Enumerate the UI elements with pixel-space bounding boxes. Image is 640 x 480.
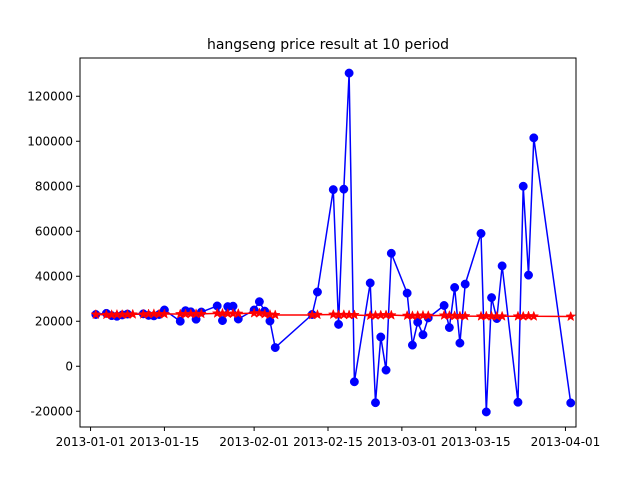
data-point — [175, 316, 185, 326]
data-point — [334, 319, 344, 329]
y-tick-label: 100000 — [27, 134, 73, 148]
data-point — [218, 316, 227, 326]
data-point — [459, 310, 471, 321]
data-point — [270, 343, 280, 353]
data-point — [328, 185, 338, 195]
data-point — [422, 309, 434, 321]
x-tick-label: 2013-02-15 — [293, 435, 363, 449]
data-point — [371, 398, 380, 408]
data-point — [127, 308, 139, 319]
data-point — [407, 340, 417, 350]
data-point — [376, 332, 386, 342]
data-point — [496, 310, 508, 321]
data-point — [90, 308, 102, 320]
data-point — [565, 310, 577, 322]
data-point — [158, 308, 170, 319]
y-tick-label: 120000 — [27, 89, 73, 103]
data-point — [344, 68, 354, 78]
data-point — [253, 307, 265, 318]
data-point — [513, 397, 523, 407]
y-tick-label: 40000 — [35, 269, 73, 283]
data-point — [497, 261, 507, 271]
data-point — [327, 308, 339, 320]
data-point — [439, 301, 449, 310]
x-tick-label: 2013-01-01 — [56, 435, 126, 449]
data-point — [418, 330, 428, 340]
data-point — [476, 229, 486, 238]
data-point — [524, 270, 533, 280]
y-tick-label: 60000 — [35, 224, 73, 238]
data-point — [312, 287, 322, 297]
data-point — [259, 308, 271, 319]
data-point — [455, 338, 465, 348]
data-point — [487, 293, 497, 303]
plot-area — [90, 68, 577, 417]
data-point — [381, 365, 391, 375]
data-point — [402, 288, 412, 298]
axes: -20000 0 20000 40000 60000 80000 100000 120000 2… — [27, 89, 600, 449]
x-tick-label: 2013-03-01 — [367, 435, 437, 449]
data-point — [529, 133, 539, 143]
data-point — [450, 283, 460, 292]
x-tick-label: 2013-04-01 — [531, 435, 601, 449]
y-tick-label: 20000 — [35, 314, 73, 328]
data-point — [312, 309, 323, 320]
data-point — [269, 309, 281, 320]
series-2 — [90, 307, 577, 322]
y-tick-label: 80000 — [35, 179, 73, 193]
x-tick-label: 2013-02-01 — [219, 435, 289, 449]
data-point — [566, 398, 576, 408]
data-point — [365, 278, 375, 288]
y-tick-label: -20000 — [30, 404, 73, 418]
data-point — [460, 279, 470, 289]
data-point — [339, 184, 349, 194]
data-point — [444, 323, 454, 332]
data-point — [385, 309, 397, 320]
data-point — [232, 307, 244, 319]
data-point — [518, 181, 528, 191]
x-tick-label: 2013-01-15 — [130, 435, 200, 449]
x-tick-label: 2013-03-15 — [441, 435, 511, 449]
plot-frame — [79, 57, 577, 428]
data-point — [254, 297, 264, 307]
chart-title: hangseng price result at 10 period — [207, 37, 449, 53]
data-point — [348, 309, 360, 320]
data-point — [528, 310, 540, 321]
data-point — [264, 308, 276, 320]
data-point — [349, 377, 359, 387]
data-point — [386, 248, 396, 258]
data-point — [195, 308, 207, 319]
y-tick-label: 0 — [65, 359, 73, 373]
data-point — [481, 407, 491, 417]
